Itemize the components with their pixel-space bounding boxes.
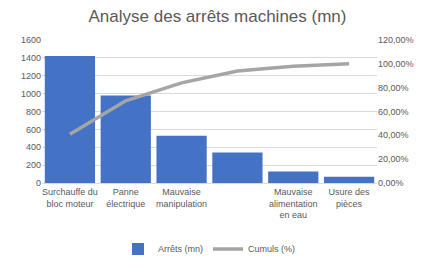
svg-text:1600: 1600 xyxy=(21,35,41,45)
svg-text:0,00%: 0,00% xyxy=(378,178,404,188)
svg-text:200: 200 xyxy=(26,160,41,170)
svg-text:1400: 1400 xyxy=(21,53,41,63)
svg-text:100,00%: 100,00% xyxy=(378,59,414,69)
svg-text:20,00%: 20,00% xyxy=(378,154,409,164)
svg-text:60,00%: 60,00% xyxy=(378,107,409,117)
svg-text:Mauvaisemanipulation: Mauvaisemanipulation xyxy=(156,187,207,209)
svg-text:Cumuls (%): Cumuls (%) xyxy=(248,244,295,254)
svg-text:0: 0 xyxy=(36,178,41,188)
svg-text:800: 800 xyxy=(26,107,41,117)
svg-text:Panneélectrique: Panneélectrique xyxy=(106,187,145,209)
svg-text:400: 400 xyxy=(26,142,41,152)
svg-text:Surchauffe dubloc moteur: Surchauffe dubloc moteur xyxy=(42,187,98,209)
svg-text:40,00%: 40,00% xyxy=(378,130,409,140)
svg-text:Analyse des arrêts machines (m: Analyse des arrêts machines (mn) xyxy=(89,7,347,26)
svg-text:Mauvaisealimentationen eau: Mauvaisealimentationen eau xyxy=(269,187,318,220)
svg-text:120,00%: 120,00% xyxy=(378,35,414,45)
svg-text:80,00%: 80,00% xyxy=(378,83,409,93)
svg-text:600: 600 xyxy=(26,125,41,135)
svg-text:Usure despièces: Usure despièces xyxy=(329,187,371,209)
svg-text:Arrêts (mn): Arrêts (mn) xyxy=(158,244,203,254)
svg-text:1000: 1000 xyxy=(21,89,41,99)
svg-text:1200: 1200 xyxy=(21,71,41,81)
